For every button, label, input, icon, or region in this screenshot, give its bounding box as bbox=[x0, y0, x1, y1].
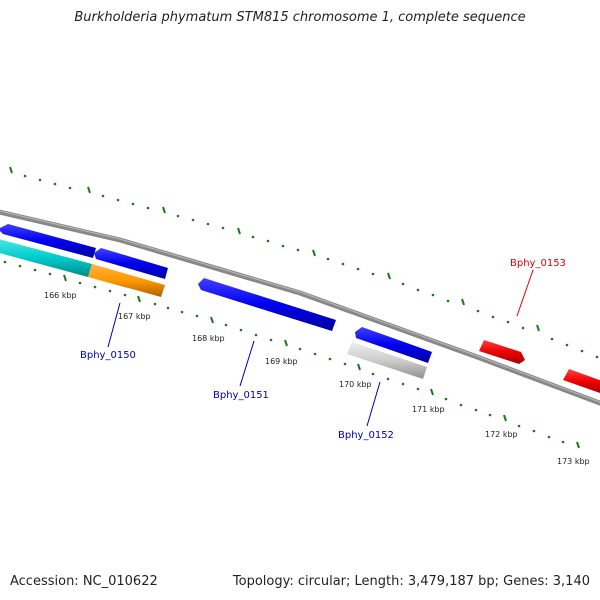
leader-bphy-0153 bbox=[516, 269, 534, 317]
gene-bphy-0153[interactable] bbox=[479, 340, 525, 364]
gene-reverse-cyan[interactable] bbox=[0, 238, 92, 277]
gene-label-bphy-0152[interactable]: Bphy_0152 bbox=[338, 430, 394, 441]
leader-bphy-0152 bbox=[366, 381, 381, 427]
gene-bphy-0150[interactable] bbox=[88, 264, 165, 297]
chromosome-backbone bbox=[0, 209, 600, 406]
gene-forward-4[interactable] bbox=[355, 327, 432, 363]
gene-forward-3[interactable] bbox=[198, 278, 336, 331]
map-title: Burkholderia phymatum STM815 chromosome … bbox=[74, 10, 526, 25]
gene-label-bphy-0150[interactable]: Bphy_0150 bbox=[80, 350, 136, 361]
gene-red-edge[interactable] bbox=[563, 369, 600, 394]
leader-bphy-0151 bbox=[239, 340, 255, 387]
leader-bphy-0150 bbox=[107, 302, 121, 348]
tick-label-168: 168 kbp bbox=[192, 334, 225, 343]
tick-label-171: 171 kbp bbox=[412, 405, 445, 414]
accession-text: Accession: NC_010622 bbox=[10, 574, 158, 589]
gene-forward-2[interactable] bbox=[94, 248, 168, 279]
tick-label-169: 169 kbp bbox=[265, 357, 298, 366]
tick-label-166: 166 kbp bbox=[44, 291, 77, 300]
gene-forward-1[interactable] bbox=[0, 224, 96, 258]
tick-label-172: 172 kbp bbox=[485, 430, 518, 439]
tick-label-167: 167 kbp bbox=[118, 312, 151, 321]
outer-tick-ring bbox=[9, 166, 599, 359]
gene-label-bphy-0153[interactable]: Bphy_0153 bbox=[510, 258, 566, 269]
tick-label-170: 170 kbp bbox=[339, 380, 372, 389]
topology-text: Topology: circular; Length: 3,479,187 bp… bbox=[232, 574, 590, 589]
tick-label-173: 173 kbp bbox=[557, 457, 590, 466]
gene-label-bphy-0151[interactable]: Bphy_0151 bbox=[213, 390, 269, 401]
gene-bphy-0152[interactable] bbox=[347, 342, 427, 379]
inner-tick-ring bbox=[3, 260, 580, 449]
